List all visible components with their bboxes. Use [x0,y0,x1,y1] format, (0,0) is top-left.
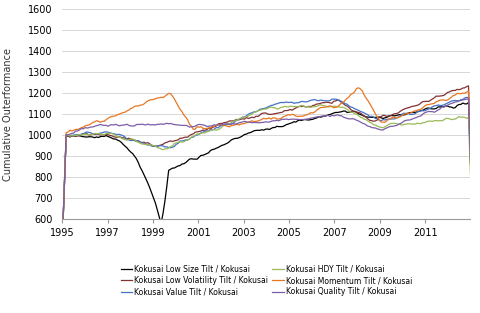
Kokusai Momentum Tilt / Kokusai [356,86,361,90]
Kokusai Low Volatility Tilt / Kokusai [162,141,168,145]
Kokusai Quality Tilt / Kokusai [466,97,471,101]
Kokusai HDY Tilt / Kokusai [151,144,156,148]
Kokusai Quality Tilt / Kokusai [291,117,297,121]
Kokusai Momentum Tilt / Kokusai [60,238,65,242]
Kokusai Low Size Tilt / Kokusai [295,119,300,123]
Kokusai Value Tilt / Kokusai [468,157,473,161]
Kokusai HDY Tilt / Kokusai [407,122,412,126]
Kokusai Low Volatility Tilt / Kokusai [291,107,297,111]
Kokusai Momentum Tilt / Kokusai [291,113,297,117]
Kokusai Quality Tilt / Kokusai [295,117,300,121]
Kokusai Low Size Tilt / Kokusai [372,115,378,119]
Kokusai Momentum Tilt / Kokusai [374,115,380,119]
Kokusai Quality Tilt / Kokusai [162,122,168,126]
Kokusai Quality Tilt / Kokusai [60,238,65,242]
Kokusai Low Volatility Tilt / Kokusai [466,84,471,88]
Kokusai Momentum Tilt / Kokusai [295,115,300,118]
Kokusai Low Volatility Tilt / Kokusai [405,106,411,110]
Kokusai Low Volatility Tilt / Kokusai [60,239,65,242]
Kokusai Low Size Tilt / Kokusai [162,199,168,203]
Kokusai Momentum Tilt / Kokusai [407,111,412,115]
Kokusai Low Volatility Tilt / Kokusai [372,119,378,123]
Kokusai Quality Tilt / Kokusai [468,159,473,162]
Kokusai HDY Tilt / Kokusai [291,105,297,109]
Kokusai Low Volatility Tilt / Kokusai [151,144,156,147]
Kokusai Quality Tilt / Kokusai [372,126,378,130]
Kokusai Momentum Tilt / Kokusai [162,95,168,98]
Kokusai Quality Tilt / Kokusai [405,118,411,122]
Kokusai Value Tilt / Kokusai [405,111,411,115]
Kokusai Low Volatility Tilt / Kokusai [468,149,473,152]
Line: Kokusai HDY Tilt / Kokusai: Kokusai HDY Tilt / Kokusai [62,105,470,240]
Kokusai Low Volatility Tilt / Kokusai [295,105,300,109]
Kokusai Value Tilt / Kokusai [60,237,65,241]
Kokusai Value Tilt / Kokusai [372,117,378,121]
Kokusai Low Size Tilt / Kokusai [466,101,471,105]
Line: Kokusai Quality Tilt / Kokusai: Kokusai Quality Tilt / Kokusai [62,99,470,240]
Kokusai Value Tilt / Kokusai [291,101,297,105]
Kokusai Value Tilt / Kokusai [151,145,156,148]
Kokusai HDY Tilt / Kokusai [374,124,380,128]
Y-axis label: Cumulative Outerformance: Cumulative Outerformance [3,48,13,181]
Line: Kokusai Momentum Tilt / Kokusai: Kokusai Momentum Tilt / Kokusai [62,88,470,240]
Kokusai Low Size Tilt / Kokusai [468,162,473,165]
Kokusai Value Tilt / Kokusai [295,101,300,105]
Kokusai Quality Tilt / Kokusai [151,123,156,126]
Legend: Kokusai Low Size Tilt / Kokusai, Kokusai Low Volatility Tilt / Kokusai, Kokusai : Kokusai Low Size Tilt / Kokusai, Kokusai… [120,265,412,296]
Line: Kokusai Low Volatility Tilt / Kokusai: Kokusai Low Volatility Tilt / Kokusai [62,86,470,240]
Kokusai HDY Tilt / Kokusai [468,172,473,176]
Kokusai Momentum Tilt / Kokusai [468,152,473,156]
Kokusai Low Size Tilt / Kokusai [60,238,65,242]
Kokusai Low Size Tilt / Kokusai [291,120,297,124]
Kokusai HDY Tilt / Kokusai [295,105,300,109]
Kokusai Momentum Tilt / Kokusai [151,98,156,101]
Kokusai Low Size Tilt / Kokusai [405,111,411,115]
Kokusai HDY Tilt / Kokusai [318,103,324,106]
Kokusai Value Tilt / Kokusai [162,145,168,149]
Kokusai Value Tilt / Kokusai [464,95,469,99]
Line: Kokusai Low Size Tilt / Kokusai: Kokusai Low Size Tilt / Kokusai [62,103,470,240]
Kokusai Low Size Tilt / Kokusai [151,196,156,199]
Kokusai HDY Tilt / Kokusai [60,238,65,242]
Line: Kokusai Value Tilt / Kokusai: Kokusai Value Tilt / Kokusai [62,97,470,239]
Kokusai HDY Tilt / Kokusai [162,147,168,151]
